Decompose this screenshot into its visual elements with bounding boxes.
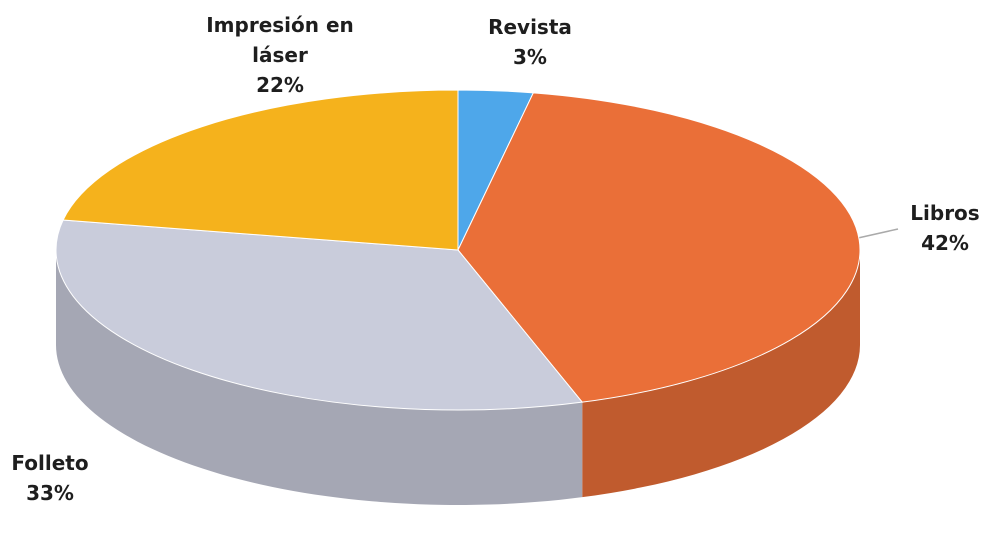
slice-label: Folleto 33% xyxy=(0,448,100,508)
slice xyxy=(62,89,459,251)
slice-side xyxy=(582,250,860,498)
value-label: 3% xyxy=(513,45,547,69)
slice xyxy=(55,219,584,411)
category-label: Revista xyxy=(488,15,572,39)
slice-label: Impresión en láser 22% xyxy=(185,10,375,100)
category-label: Impresión en láser xyxy=(206,13,354,67)
value-label: 33% xyxy=(26,481,74,505)
slice-label: Revista 3% xyxy=(470,12,590,72)
value-label: 22% xyxy=(256,73,304,97)
slice xyxy=(457,92,861,403)
slice-side xyxy=(56,250,583,505)
value-label: 42% xyxy=(921,231,969,255)
category-label: Folleto xyxy=(11,451,89,475)
leader-line xyxy=(857,228,899,239)
category-label: Libros xyxy=(910,201,980,225)
slice-label: Libros 42% xyxy=(880,198,984,258)
